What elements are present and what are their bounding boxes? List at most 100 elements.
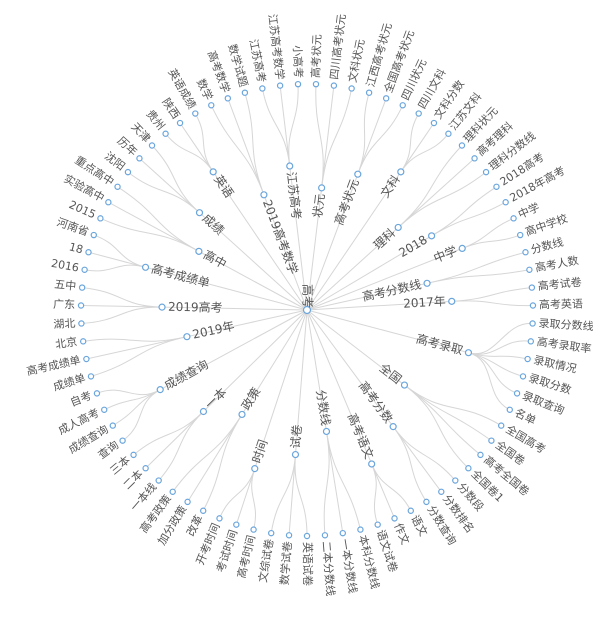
leaf-label: 江苏高考 [247,38,269,84]
leaf-node [517,231,524,239]
leaf-node [81,266,88,273]
link [83,336,188,342]
branch-node [141,263,150,271]
link [244,92,265,195]
link [294,454,308,537]
leaf-label: 文综试卷 [255,538,276,584]
branch-label: 中学 [431,243,459,266]
leaf-node [493,183,500,190]
leaf-node [529,320,536,327]
leaf-node [155,477,162,484]
link [84,264,146,272]
leaf-label: 广东 [53,298,75,311]
link [172,414,243,493]
leaf-node [452,477,459,484]
branch-label: 文科 [377,172,403,200]
leaf-label: 18 [68,240,85,256]
leaf-node [241,89,249,96]
leaf-label: 江苏高考数学 [266,13,288,80]
leaf-node [85,249,92,256]
branch-node [389,423,397,431]
leaf-node [97,215,104,222]
leaf-node [391,515,398,522]
leaf-node [276,82,284,89]
link [241,309,308,415]
link [198,250,308,311]
link [392,426,456,481]
leaf-node [216,515,223,522]
link [325,431,361,530]
leaf-node [90,231,97,239]
leaf-node [528,284,536,291]
link [158,411,204,481]
link [404,384,481,456]
leaf-node [527,338,535,345]
leaf-label: 河南省 [55,216,90,239]
link [81,306,163,324]
link [306,309,469,354]
branch-node [158,303,166,311]
leaf-label: 作文 [391,521,412,547]
leaf-node [268,529,275,537]
leaf-node [176,119,184,127]
link [133,411,204,456]
link [306,235,432,311]
link [397,171,487,228]
link [468,322,533,355]
leaf-node [477,451,484,459]
link [404,384,502,427]
leaf-label: 分数线 [529,235,564,257]
link [202,414,243,511]
leaf-label: 改革 [183,512,206,538]
link [263,194,308,311]
leaf-node [285,532,293,539]
leaf-label: 高考人数 [534,253,580,275]
leaf-node [519,373,527,380]
leaf-node [407,507,415,514]
leaf-label: 数学 [194,77,216,103]
leaf-node [77,302,85,309]
leaf-label: 陕西 [159,95,183,121]
leaf-label: 录取分数线 [538,316,594,333]
branch-label: 时间 [250,438,271,465]
leaf-node [250,526,257,533]
link [159,309,308,391]
leaf-node [83,355,90,363]
link [306,174,359,311]
link [306,187,323,311]
leaf-label: 湖北 [53,317,76,331]
leaf-label: 成绩单 [52,371,87,393]
branch-label: 2019高考 [168,299,223,315]
link [82,287,163,308]
link [194,113,214,173]
link [371,463,379,525]
leaf-node [93,390,101,397]
leaf-label: 一本分数线 [338,538,361,595]
branch-node [368,460,376,468]
link [270,454,296,534]
link [306,309,405,386]
leaf-node [357,526,364,533]
branch-node [397,168,405,176]
leaf-node [124,168,132,176]
leaf-node [224,95,232,102]
branch-label: 分数线 [313,389,334,427]
branch-node [260,191,268,199]
leaf-label: 高考试卷 [537,275,582,293]
link [294,309,308,455]
leaf-node [169,488,176,495]
leaf-node [498,422,505,429]
leaf-node [458,142,466,149]
link [392,426,442,493]
leaf-node [312,80,320,88]
link [306,300,452,311]
leaf-label: 小高考 [290,45,305,79]
link [235,468,256,525]
leaf-label: 高考英语 [539,297,583,312]
branch-label: 高考录取 [415,331,465,358]
branch-node [464,349,473,357]
link [400,133,449,173]
leaf-node [321,532,329,539]
link [88,251,146,268]
link [219,468,256,519]
